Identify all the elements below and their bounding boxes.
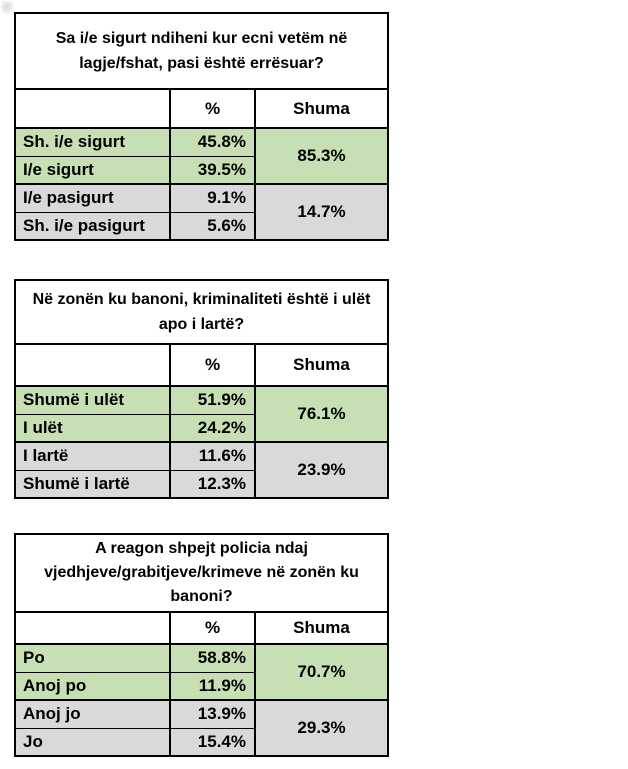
header-row: % Shuma xyxy=(14,343,389,387)
percent-cell: 5.6% xyxy=(169,211,256,241)
survey-table-safety-walking: Sa i/e sigurt ndiheni kur ecni vetëm në … xyxy=(13,12,390,241)
header-row: % Shuma xyxy=(14,611,390,645)
percent-cell: 12.3% xyxy=(169,469,256,499)
category-cell: I lartë xyxy=(14,441,171,471)
category-cell: Anoj jo xyxy=(14,699,171,729)
percent-cell: 45.8% xyxy=(169,127,256,157)
category-cell: Po xyxy=(14,643,171,673)
percent-cell: 58.8% xyxy=(169,643,256,673)
category-cell: Jo xyxy=(14,727,171,757)
scan-artifact-smudge xyxy=(1,1,14,14)
group-sum-cell: 85.3% xyxy=(253,127,390,185)
category-cell: Sh. i/e sigurt xyxy=(14,127,171,157)
table-row: I lartë 11.6% 23.9% xyxy=(14,441,389,499)
percent-column-header: % xyxy=(169,611,256,645)
category-cell: Shumë i ulët xyxy=(14,385,171,415)
percent-cell: 51.9% xyxy=(169,385,256,415)
survey-table-crime-level: Në zonën ku banoni, kriminaliteti është … xyxy=(14,279,389,499)
question-cell: Në zonën ku banoni, kriminaliteti është … xyxy=(14,279,389,345)
header-row: % Shuma xyxy=(14,88,390,129)
question-row: Në zonën ku banoni, kriminaliteti është … xyxy=(14,279,389,345)
question-cell: Sa i/e sigurt ndiheni kur ecni vetëm në … xyxy=(13,12,390,90)
category-cell: Shumë i lartë xyxy=(14,469,171,499)
table-row: Anoj po 11.9% xyxy=(14,671,388,701)
group-sum-cell: 76.1% xyxy=(254,385,389,443)
table-row: Jo 15.4% xyxy=(14,727,388,757)
table-row: I ulët 24.2% xyxy=(14,413,388,443)
percent-cell: 11.9% xyxy=(169,671,256,701)
category-cell: Sh. i/e pasigurt xyxy=(14,211,171,241)
table-row: Shumë i lartë 12.3% xyxy=(14,469,388,499)
table-row: I/e sigurt 39.5% xyxy=(14,155,388,185)
percent-cell: 24.2% xyxy=(169,413,256,443)
empty-corner-cell xyxy=(14,611,171,645)
percent-cell: 9.1% xyxy=(169,183,256,213)
table-row: Sh. i/e sigurt 45.8% 85.3% xyxy=(14,127,390,185)
group-sum-cell: 70.7% xyxy=(253,643,390,701)
table-row: Po 58.8% 70.7% xyxy=(14,643,390,701)
survey-table-police-response: A reagon shpejt policia ndaj vjedhjeve/g… xyxy=(13,533,390,757)
percent-column-header: % xyxy=(169,88,256,129)
group-sum-cell: 14.7% xyxy=(253,183,390,241)
question-row: Sa i/e sigurt ndiheni kur ecni vetëm në … xyxy=(13,12,390,90)
table-row: Shumë i ulët 51.9% 76.1% xyxy=(14,385,389,443)
percent-cell: 15.4% xyxy=(169,727,256,757)
group-sum-cell: 29.3% xyxy=(253,699,390,757)
table-row: Sh. i/e pasigurt 5.6% xyxy=(14,211,388,241)
sum-column-header: Shuma xyxy=(253,88,390,129)
group-sum-cell: 23.9% xyxy=(254,441,389,499)
category-cell: I ulët xyxy=(14,413,171,443)
question-row: A reagon shpejt policia ndaj vjedhjeve/g… xyxy=(13,533,390,613)
table-row: Anoj jo 13.9% 29.3% xyxy=(14,699,390,757)
empty-corner-cell xyxy=(14,88,171,129)
table-row: I/e pasigurt 9.1% 14.7% xyxy=(14,183,390,241)
question-cell: A reagon shpejt policia ndaj vjedhjeve/g… xyxy=(13,533,390,613)
percent-cell: 13.9% xyxy=(169,699,256,729)
category-cell: I/e sigurt xyxy=(14,155,171,185)
sum-column-header: Shuma xyxy=(254,343,389,387)
sum-column-header: Shuma xyxy=(253,611,390,645)
percent-column-header: % xyxy=(169,343,256,387)
percent-cell: 11.6% xyxy=(169,441,256,471)
category-cell: Anoj po xyxy=(14,671,171,701)
percent-cell: 39.5% xyxy=(169,155,256,185)
empty-corner-cell xyxy=(14,343,171,387)
category-cell: I/e pasigurt xyxy=(14,183,171,213)
